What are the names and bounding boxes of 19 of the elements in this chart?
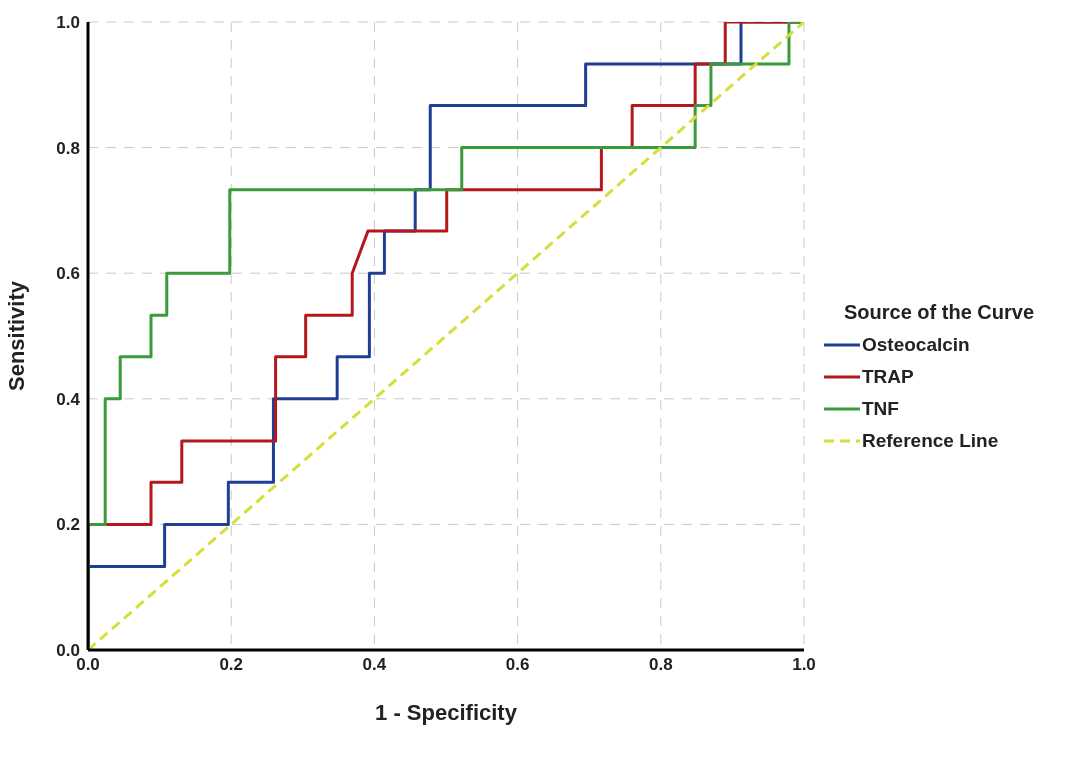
line-series — [88, 22, 804, 650]
x-tick-label: 0.8 — [648, 655, 673, 675]
y-tick-label: 0.2 — [56, 515, 80, 535]
y-tick-label: 0.8 — [56, 138, 80, 158]
legend-label: Reference Line — [862, 430, 999, 452]
legend-title: Source of the Curve — [842, 301, 1035, 323]
legend-label: TRAP — [862, 366, 914, 388]
legend-label: TNF — [862, 398, 899, 420]
y-axis-title: Sensitivity — [3, 280, 29, 392]
x-tick-label: 0.4 — [362, 655, 387, 675]
x-axis-title: 1 - Specificity — [375, 700, 518, 725]
legend-label: Osteocalcin — [862, 334, 970, 356]
x-tick-label: 0.0 — [76, 655, 100, 675]
x-tick-label: 1.0 — [792, 655, 816, 675]
y-tick-label: 1.0 — [56, 13, 80, 33]
x-tick-label: 0.2 — [219, 655, 244, 675]
y-tick-label: 0.4 — [56, 389, 81, 409]
y-tick-label: 0.6 — [56, 264, 80, 284]
x-tick-label: 0.6 — [505, 655, 530, 675]
